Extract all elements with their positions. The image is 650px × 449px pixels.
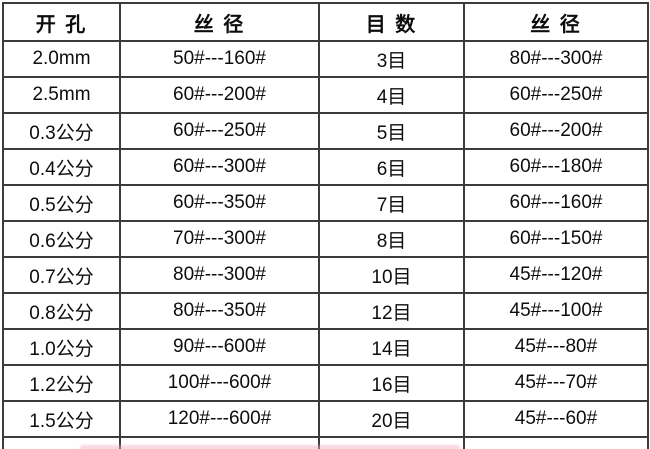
cell-empty xyxy=(318,436,465,449)
cell-wire-left: 80#---350# xyxy=(119,292,320,330)
cell-mesh-count: 7目 xyxy=(318,184,465,222)
cell-wire-right: 45#---120# xyxy=(463,256,649,294)
cell-wire-right: 45#---70# xyxy=(463,364,649,402)
cell-mesh-count: 3目 xyxy=(318,40,465,78)
cell-aperture: 1.0公分 xyxy=(2,328,121,366)
cell-wire-left: 80#---300# xyxy=(119,256,320,294)
cell-wire-right: 45#---60# xyxy=(463,400,649,438)
table-row: 0.6公分 70#---300# 8目 60#---150# xyxy=(2,220,649,258)
cell-aperture: 0.8公分 xyxy=(2,292,121,330)
table-row: 2.5mm 60#---200# 4目 60#---250# xyxy=(2,76,649,114)
cell-wire-right: 45#---80# xyxy=(463,328,649,366)
cell-wire-left: 60#---250# xyxy=(119,112,320,150)
cell-mesh-count: 5目 xyxy=(318,112,465,150)
cell-wire-left: 50#---160# xyxy=(119,40,320,78)
cell-aperture: 2.5mm xyxy=(2,76,121,114)
cell-wire-right: 60#---180# xyxy=(463,148,649,186)
cell-wire-left: 90#---600# xyxy=(119,328,320,366)
cell-mesh-count: 6目 xyxy=(318,148,465,186)
cell-mesh-count: 14目 xyxy=(318,328,465,366)
cell-wire-right: 60#---150# xyxy=(463,220,649,258)
cell-mesh-count: 4目 xyxy=(318,76,465,114)
header-wire-diameter-1: 丝 径 xyxy=(119,2,320,42)
cell-aperture: 1.5公分 xyxy=(2,400,121,438)
table-row: 1.2公分 100#---600# 16目 45#---70# xyxy=(2,364,649,402)
header-aperture: 开 孔 xyxy=(2,2,121,42)
cell-wire-right: 60#---200# xyxy=(463,112,649,150)
cell-wire-right: 60#---160# xyxy=(463,184,649,222)
table-row: 0.5公分 60#---350# 7目 60#---160# xyxy=(2,184,649,222)
table-row: 0.3公分 60#---250# 5目 60#---200# xyxy=(2,112,649,150)
cell-empty xyxy=(2,436,121,449)
table-row: 1.0公分 90#---600# 14目 45#---80# xyxy=(2,328,649,366)
header-mesh-count: 目 数 xyxy=(318,2,465,42)
cell-aperture: 0.5公分 xyxy=(2,184,121,222)
cell-empty xyxy=(463,436,649,449)
cell-aperture: 2.0mm xyxy=(2,40,121,78)
cell-wire-right: 45#---100# xyxy=(463,292,649,330)
cell-mesh-count: 12目 xyxy=(318,292,465,330)
cell-wire-right: 60#---250# xyxy=(463,76,649,114)
cell-wire-left: 120#---600# xyxy=(119,400,320,438)
header-row: 开 孔 丝 径 目 数 丝 径 xyxy=(2,2,649,42)
cell-mesh-count: 8目 xyxy=(318,220,465,258)
table-row: 0.7公分 80#---300# 10目 45#---120# xyxy=(2,256,649,294)
cell-aperture: 0.4公分 xyxy=(2,148,121,186)
cell-mesh-count: 10目 xyxy=(318,256,465,294)
cell-wire-left: 60#---350# xyxy=(119,184,320,222)
cell-empty xyxy=(119,436,320,449)
table-row: 1.5公分 120#---600# 20目 45#---60# xyxy=(2,400,649,438)
table-row: 2.0mm 50#---160# 3目 80#---300# xyxy=(2,40,649,78)
cell-aperture: 0.3公分 xyxy=(2,112,121,150)
cell-mesh-count: 16目 xyxy=(318,364,465,402)
cell-wire-left: 70#---300# xyxy=(119,220,320,258)
cell-aperture: 1.2公分 xyxy=(2,364,121,402)
header-wire-diameter-2: 丝 径 xyxy=(463,2,649,42)
cell-mesh-count: 20目 xyxy=(318,400,465,438)
cell-wire-right: 80#---300# xyxy=(463,40,649,78)
cell-wire-left: 100#---600# xyxy=(119,364,320,402)
table-row: 0.8公分 80#---350# 12目 45#---100# xyxy=(2,292,649,330)
cell-aperture: 0.7公分 xyxy=(2,256,121,294)
watermark-smudge xyxy=(80,445,460,449)
cell-wire-left: 60#---300# xyxy=(119,148,320,186)
partial-row-cutoff xyxy=(2,436,649,449)
cell-wire-left: 60#---200# xyxy=(119,76,320,114)
table-row: 0.4公分 60#---300# 6目 60#---180# xyxy=(2,148,649,186)
cell-aperture: 0.6公分 xyxy=(2,220,121,258)
